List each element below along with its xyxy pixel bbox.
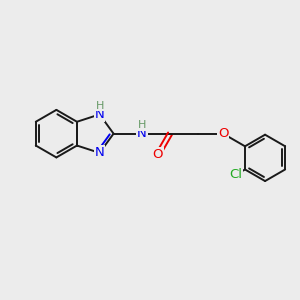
Text: H: H <box>138 120 146 130</box>
Text: N: N <box>95 146 104 159</box>
Text: N: N <box>137 127 147 140</box>
Text: O: O <box>218 127 228 140</box>
Text: O: O <box>153 148 163 161</box>
Text: H: H <box>95 101 104 111</box>
Text: Cl: Cl <box>230 168 242 181</box>
Text: N: N <box>95 108 104 121</box>
